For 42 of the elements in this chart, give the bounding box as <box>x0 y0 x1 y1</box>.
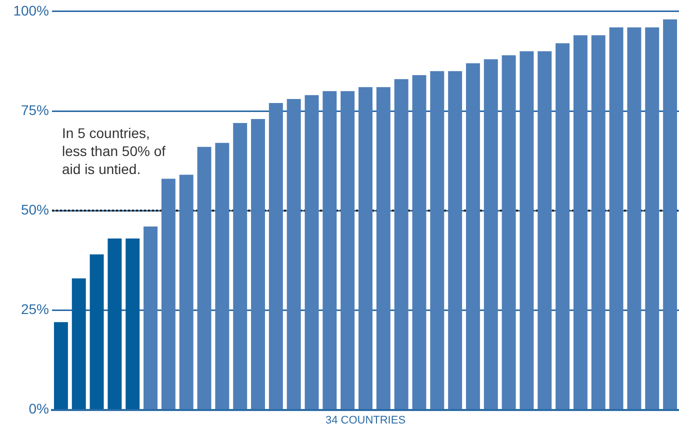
annotation: In 5 countries, less than 50% of aid is untied. <box>62 124 167 178</box>
y-tick-label: 100% <box>13 2 49 18</box>
bar <box>502 55 516 410</box>
bar <box>645 27 660 410</box>
y-tick-label: 25% <box>20 301 49 318</box>
bar <box>304 95 319 410</box>
bar <box>609 27 624 410</box>
bar <box>663 19 678 410</box>
bar <box>215 142 230 410</box>
bar <box>376 87 390 410</box>
bar <box>627 27 642 410</box>
bar <box>179 174 194 410</box>
bar <box>197 146 212 410</box>
bar <box>358 87 372 410</box>
bar <box>556 43 570 410</box>
bar <box>233 122 248 410</box>
bar <box>340 91 355 410</box>
bar <box>268 103 283 410</box>
bar <box>448 71 462 410</box>
bar <box>412 75 426 410</box>
x-axis-title: 34 COUNTRIES <box>325 414 406 426</box>
y-tick-label: 0% <box>28 400 49 417</box>
bar <box>108 238 122 410</box>
bar <box>430 71 444 410</box>
bar <box>251 118 265 410</box>
bar <box>394 79 408 410</box>
bar <box>126 238 140 410</box>
bar <box>520 51 534 410</box>
bar <box>54 322 68 410</box>
bar <box>591 35 606 410</box>
bar <box>72 278 86 410</box>
bar <box>466 63 480 410</box>
bar <box>286 99 301 410</box>
bar <box>90 254 104 410</box>
bar <box>161 178 176 410</box>
bar <box>573 35 588 410</box>
y-tick-label: 75% <box>20 102 49 118</box>
bar <box>322 91 337 410</box>
bar <box>538 51 552 410</box>
y-tick-label: 50% <box>20 201 49 218</box>
bar <box>144 226 158 410</box>
bar <box>484 59 498 410</box>
